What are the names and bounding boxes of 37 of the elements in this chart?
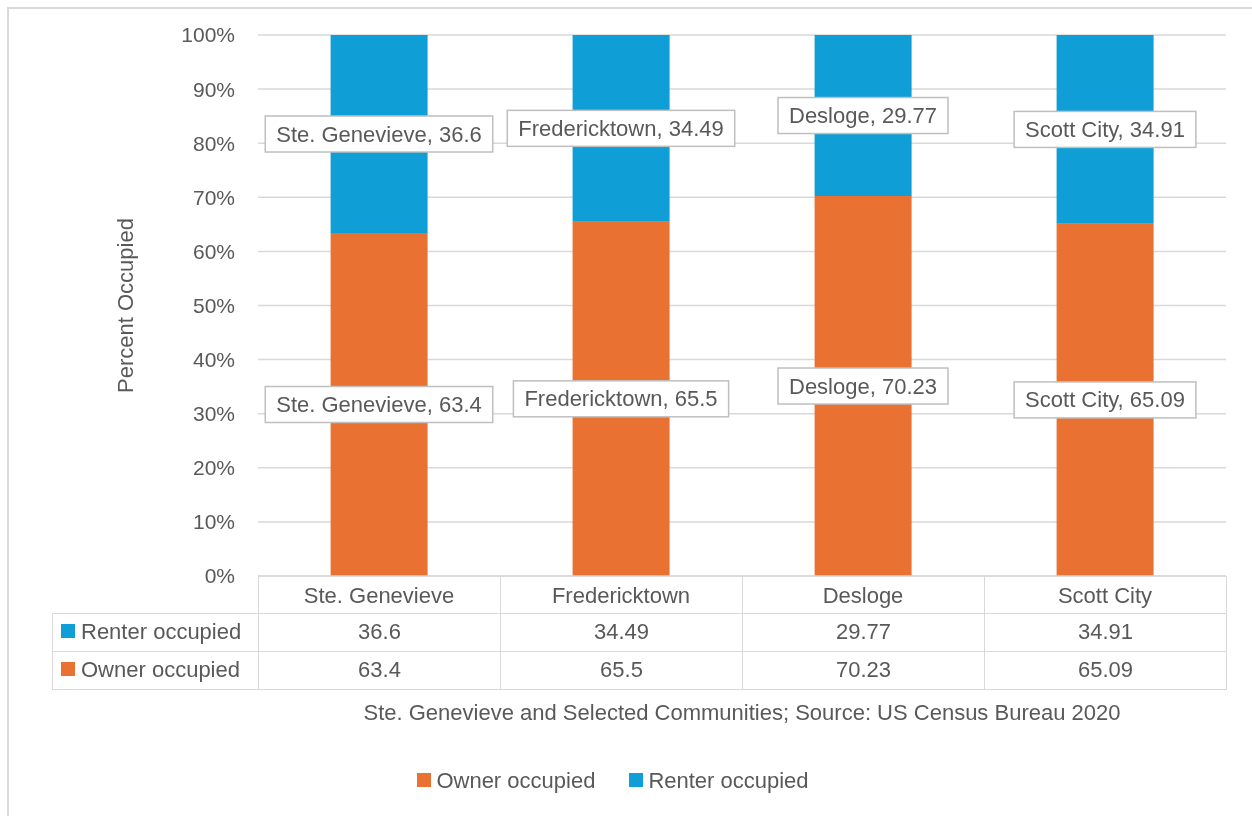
annotation: Ste. Genevieve, 36.6 (276, 121, 482, 147)
annotation: Fredericktown, 34.49 (518, 115, 724, 141)
y-tick-label: 80% (192, 131, 235, 155)
y-tick-label: 20% (192, 456, 235, 480)
y-tick-label: 100% (181, 23, 235, 47)
legend-label: Owner occupied (81, 657, 240, 682)
data-label: 65.5 (500, 651, 743, 689)
annotation: Scott City, 65.09 (1025, 387, 1185, 413)
annotation: Scott City, 34.91 (1025, 116, 1185, 142)
y-tick-label: 70% (192, 185, 235, 209)
text: Owner occupied (436, 768, 596, 793)
y-tick-label: 10% (192, 510, 235, 534)
x-tick-label: Scott City (1057, 582, 1153, 608)
text: Renter occupied (648, 768, 809, 793)
x-tick-label: Fredericktown (551, 582, 691, 608)
annotation: Desloge, 70.23 (789, 373, 937, 399)
y-tick-label: 0% (204, 564, 235, 588)
annotation: Fredericktown, 65.5 (524, 386, 718, 412)
data-label: 70.23 (742, 651, 985, 689)
data-label: 65.09 (984, 651, 1227, 689)
data-label: 29.77 (742, 613, 985, 651)
y-tick-label: 30% (192, 402, 235, 426)
x-axis-title: Ste. Genevieve and Selected Communities; Source: US Census Bureau 2020 (363, 699, 1121, 725)
annotation: Desloge, 29.77 (789, 103, 937, 129)
legend-label: Renter occupied (81, 619, 242, 644)
y-tick-label: 50% (192, 293, 235, 317)
annotation: Ste. Genevieve, 63.4 (276, 392, 482, 417)
x-tick-label: Desloge (822, 582, 904, 608)
data-label: 63.4 (258, 651, 501, 689)
y-tick-label: 60% (192, 239, 235, 263)
x-tick-label: Ste. Genevieve (303, 582, 455, 608)
data-label: 34.49 (500, 613, 743, 651)
data-label: 36.6 (258, 613, 501, 651)
y-tick-label: 90% (192, 77, 235, 101)
y-axis-title: Percent Occupied (112, 218, 138, 393)
data-label: 34.91 (984, 613, 1227, 651)
y-tick-label: 40% (192, 348, 235, 372)
